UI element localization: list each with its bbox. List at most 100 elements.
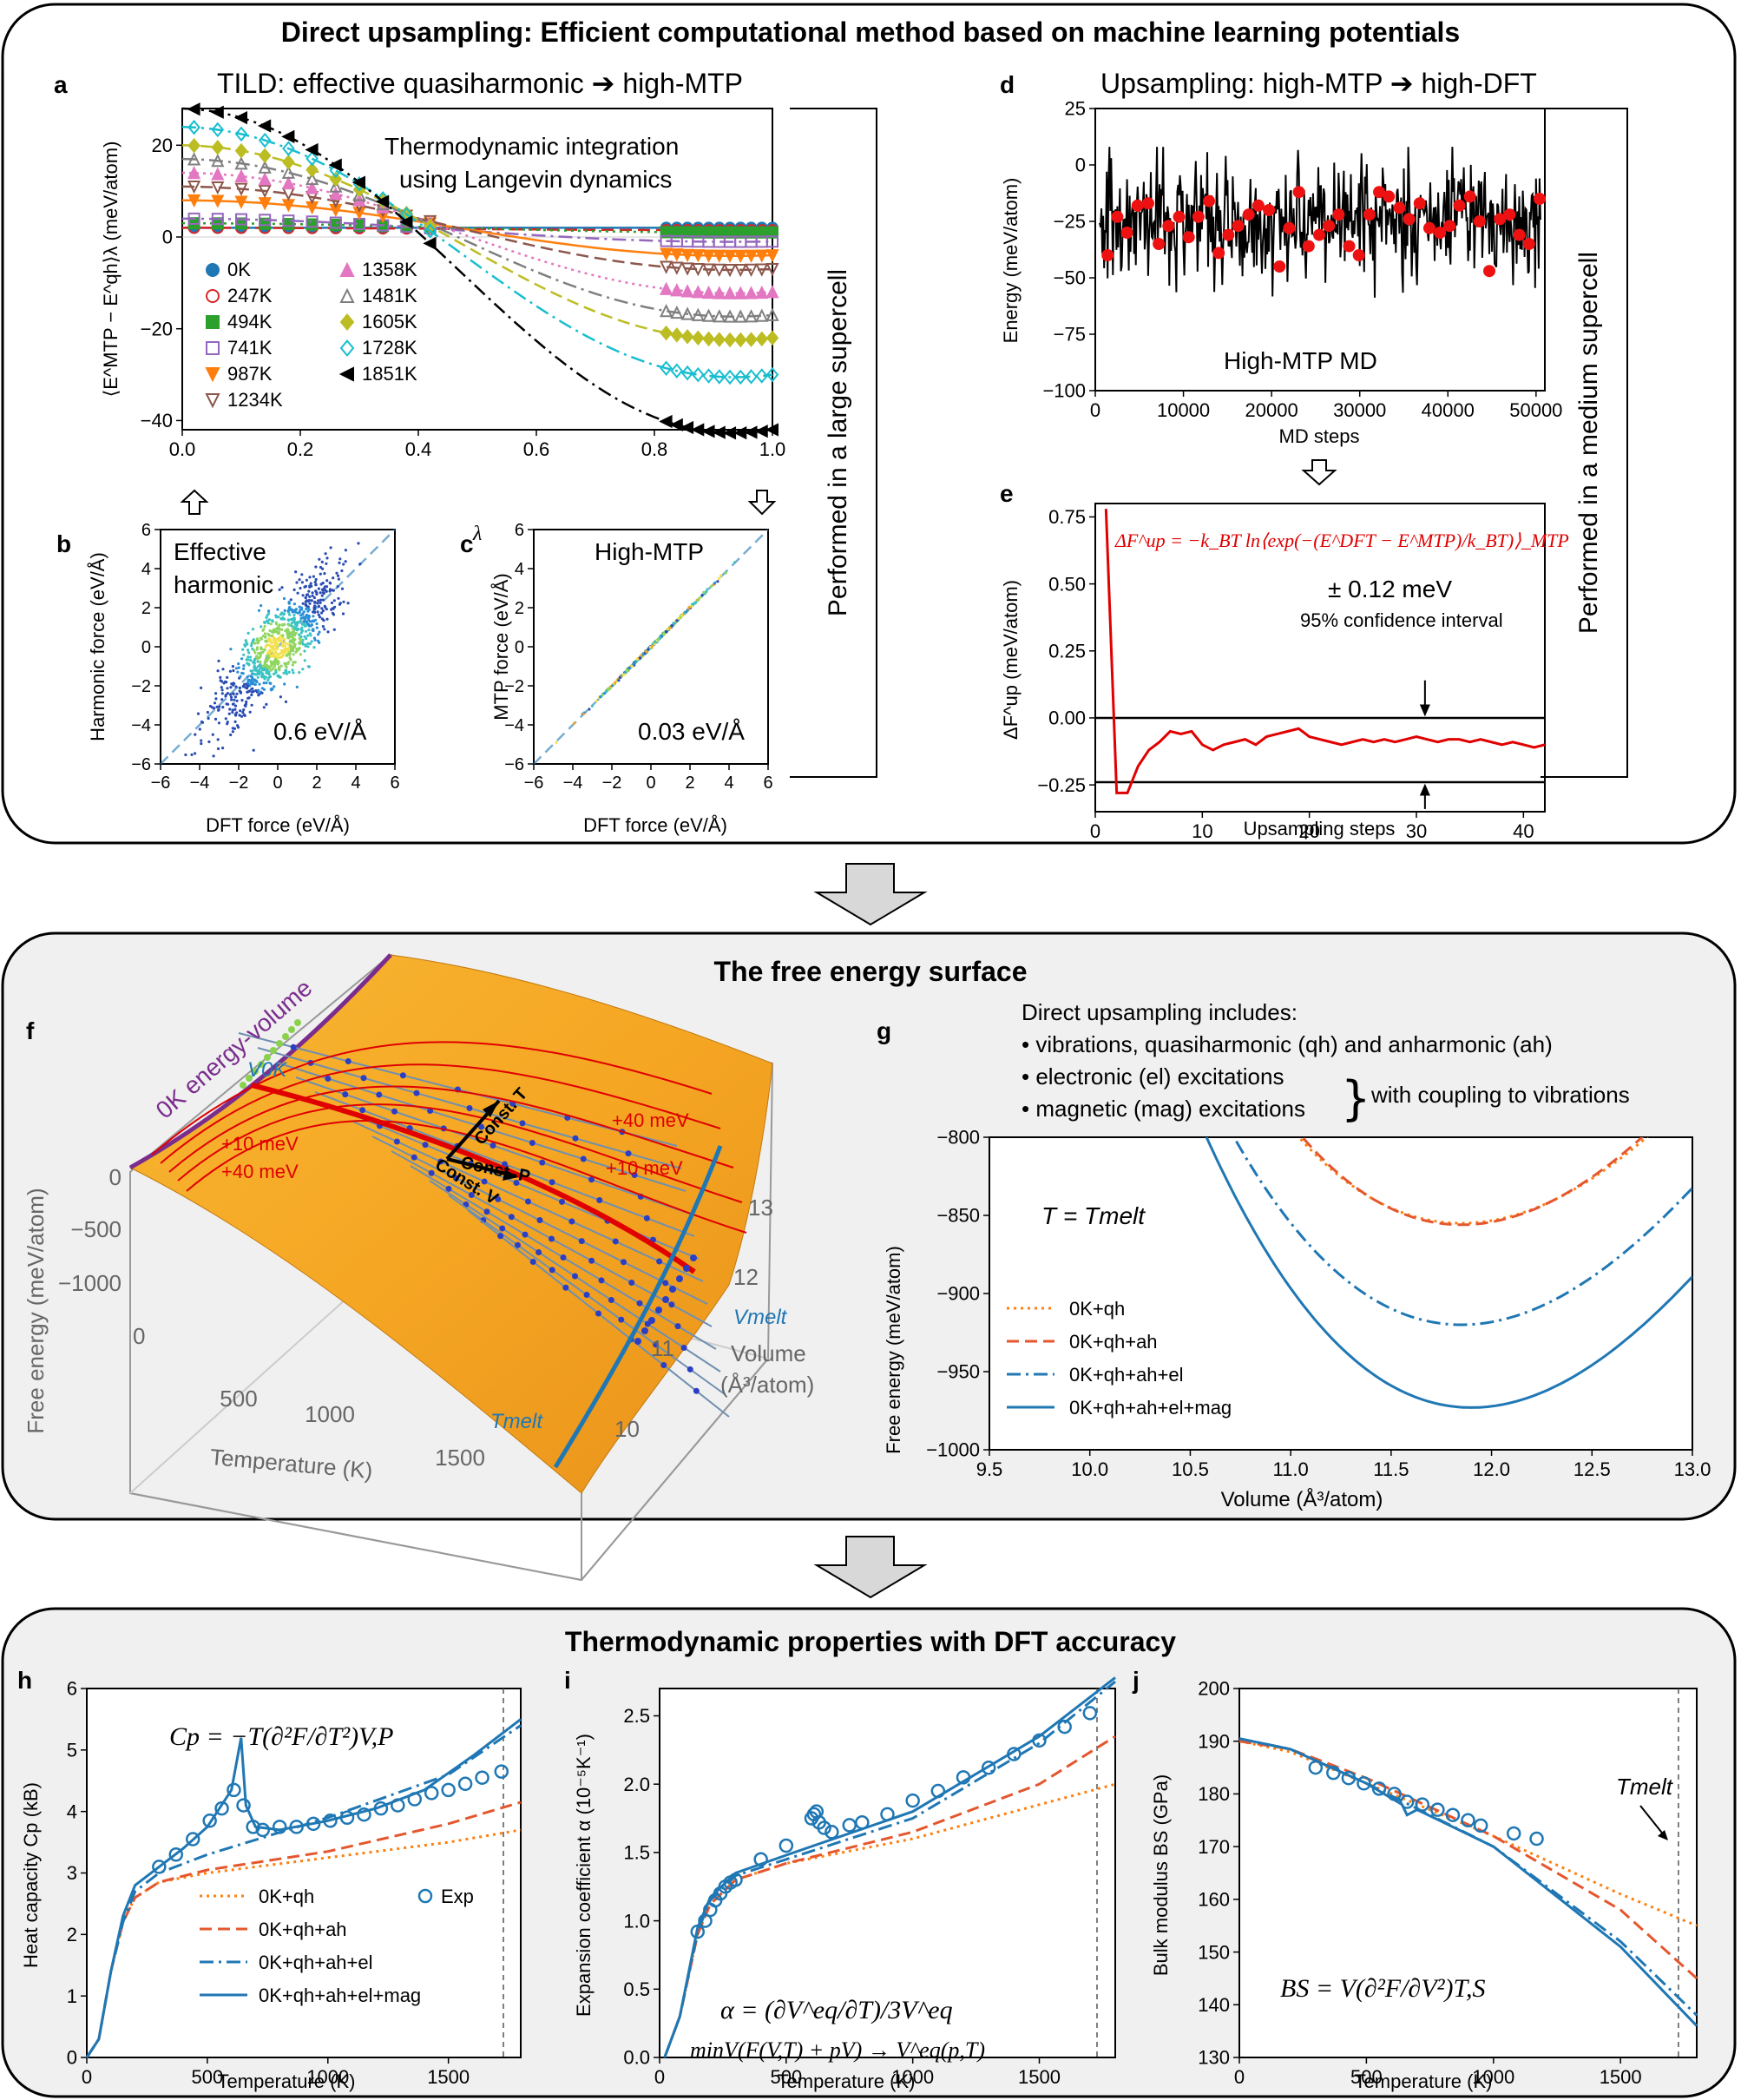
series-line-0K+qh: [1297, 1137, 1649, 1225]
scatter-point: [229, 686, 233, 689]
panel-c-chart: −6 −4 −2 0 2 4 6 −6 −4 −2 0 2 4 6: [504, 521, 772, 793]
scatter-point: [555, 741, 558, 744]
panel-letter-i: i: [564, 1667, 571, 1694]
scatter-point: [284, 700, 288, 704]
sample-point: [1242, 208, 1255, 221]
sample-point: [1312, 228, 1325, 241]
panel-d-ylabel: Energy (meV/atom): [1000, 178, 1022, 344]
data-point: [234, 168, 248, 182]
series-line-0K+qh+ah+el+mag: [85, 1718, 522, 2058]
pressure-contour: [168, 1085, 734, 1173]
scatter-point: [261, 664, 265, 668]
data-point: [258, 172, 272, 186]
series-line-0K+qh+ah: [1300, 1137, 1645, 1227]
scatter-point: [233, 720, 237, 724]
scatter-point: [257, 688, 260, 692]
scatter-point: [262, 706, 266, 709]
scatter-point: [262, 681, 266, 685]
scatter-point: [290, 647, 293, 650]
scatter-point: [283, 644, 287, 648]
legend-label: 1605K: [362, 311, 417, 332]
scatter-point: [251, 628, 255, 631]
grid-node: [655, 1307, 662, 1313]
series-line-741K: [182, 217, 773, 243]
scatter-point: [660, 634, 663, 638]
plot-frame: [1094, 108, 1546, 392]
scatter-point: [322, 619, 325, 622]
scatter-point: [263, 677, 266, 681]
scatter-point: [285, 653, 289, 657]
scatter-point: [258, 682, 261, 686]
scatter-point: [257, 669, 260, 673]
experiment-point: [424, 1786, 439, 1800]
scatter-point: [280, 586, 284, 589]
scatter-point: [254, 688, 258, 693]
scatter-point: [305, 607, 309, 610]
panel-c-xlabel: DFT force (eV/Å): [583, 814, 727, 836]
x-tick-label: −2: [229, 774, 249, 793]
y-tick-label: 150: [1198, 1941, 1230, 1963]
scatter-point: [316, 610, 319, 614]
scatter-point: [608, 687, 612, 690]
panel-i-xlabel: Temperature (K): [778, 2070, 916, 2092]
experiment-point: [1326, 1765, 1341, 1781]
scatter-point: [320, 607, 324, 610]
data-point: [765, 285, 779, 299]
sample-point: [1120, 227, 1133, 239]
down-arrow-icon: [747, 490, 777, 516]
scatter-point: [221, 706, 225, 709]
scatter-point: [277, 632, 280, 635]
scatter-point: [344, 549, 347, 552]
scatter-point: [261, 672, 265, 675]
data-point: [305, 150, 319, 167]
scatter-point: [665, 629, 668, 634]
scatter-point: [318, 630, 321, 634]
panel-b-annotation: Effective: [174, 538, 266, 565]
scatter-point: [311, 594, 314, 597]
scatter-point: [310, 599, 313, 602]
scatter-point: [325, 556, 329, 560]
scatter-point: [255, 655, 259, 659]
tmelt-curve: [553, 1145, 723, 1469]
x-tick-label: 4: [351, 774, 360, 793]
experiment-point: [690, 1924, 705, 1939]
z-tick-label: −1000: [58, 1270, 122, 1296]
scatter-point: [272, 667, 275, 670]
experiment-point: [1445, 1807, 1461, 1822]
scatter-point: [733, 561, 737, 564]
scatter-point: [286, 609, 290, 613]
grid-node: [578, 1238, 585, 1245]
scatter-point: [316, 602, 319, 605]
scatter-point: [687, 605, 691, 609]
scatter-point: [329, 546, 332, 550]
scatter-point: [260, 604, 263, 608]
grid-node: [690, 1254, 697, 1261]
scatter-point: [244, 686, 247, 689]
scatter-point: [700, 594, 704, 597]
scatter-point: [256, 640, 260, 643]
x-tick-label: 30000: [1333, 399, 1386, 421]
scatter-point: [206, 710, 209, 714]
scatter-point: [332, 589, 335, 592]
scatter-point: [281, 616, 285, 620]
scatter-point: [304, 584, 307, 589]
data-point: [211, 167, 225, 181]
experiment-point: [1473, 1818, 1488, 1833]
grid-node: [515, 1241, 521, 1248]
x-tick-label: 6: [763, 774, 772, 793]
x-tick-label: −4: [563, 774, 583, 793]
scatter-point: [241, 684, 246, 688]
scatter-point: [673, 622, 677, 625]
scatter-point: [285, 666, 288, 669]
y-tick-label: −50: [1054, 267, 1086, 289]
legend-label: Exp: [441, 1886, 474, 1907]
scatter-point: [319, 583, 323, 586]
pressure-contour: [151, 1041, 713, 1155]
scatter-point: [287, 661, 291, 664]
scatter-point: [305, 621, 309, 625]
data-point: [680, 284, 694, 298]
scatter-point: [277, 639, 280, 642]
scatter-point: [267, 676, 271, 680]
scatter-point: [281, 636, 285, 640]
sample-point: [1453, 199, 1466, 212]
